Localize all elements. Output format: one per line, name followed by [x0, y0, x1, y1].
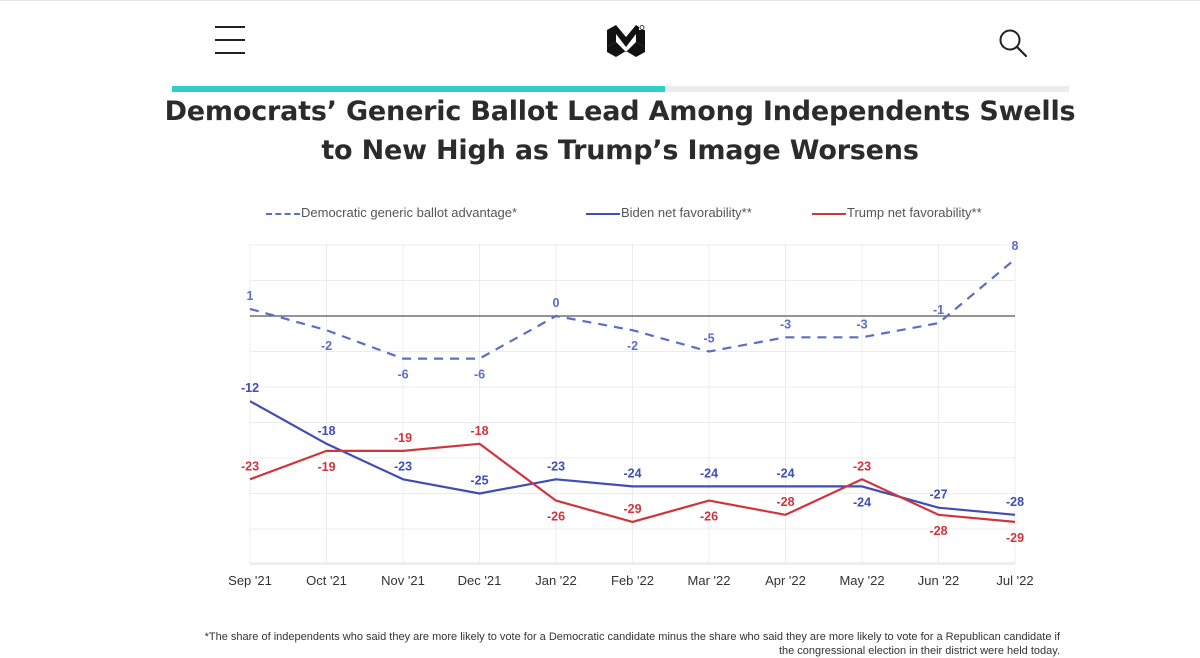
x-tick-label: Dec '21	[458, 573, 502, 588]
data-label-trump: -29	[1006, 531, 1024, 545]
data-label-generic-ballot: -2	[627, 339, 638, 353]
reading-progress-fill	[172, 86, 666, 92]
data-label-trump: -19	[394, 431, 412, 445]
data-label-trump: -28	[929, 524, 947, 538]
data-label-biden: -28	[1006, 495, 1024, 509]
x-tick-label: Jun '22	[918, 573, 960, 588]
data-label-biden: -27	[929, 488, 947, 502]
data-label-biden: -23	[547, 459, 565, 473]
data-label-generic-ballot: -2	[321, 339, 332, 353]
data-label-generic-ballot: -6	[397, 368, 408, 382]
top-divider	[0, 0, 1200, 1]
data-label-trump: -26	[700, 510, 718, 524]
series-line-biden	[249, 400, 1016, 516]
data-label-biden: -12	[241, 381, 259, 395]
data-label-generic-ballot: -3	[780, 317, 791, 331]
x-tick-label: May '22	[839, 573, 884, 588]
data-label-biden: -18	[317, 424, 335, 438]
data-label-biden: -24	[853, 495, 871, 509]
data-label-generic-ballot: -6	[474, 368, 485, 382]
data-label-biden: -24	[776, 466, 794, 480]
x-tick-label: Jul '22	[996, 573, 1033, 588]
series-line-trump	[249, 442, 1016, 524]
data-label-trump: -23	[241, 459, 259, 473]
data-labels: 1-2-6 -60-2-5-3 -3-18-12-18-23-25-23-24 -24…	[241, 239, 1024, 545]
x-tick-label: Nov '21	[381, 573, 425, 588]
legend-swatch-trump	[812, 213, 846, 215]
series-line-generic-ballot	[249, 258, 1016, 360]
data-label-generic-ballot: -1	[933, 303, 944, 317]
legend-swatch-dashed	[266, 213, 300, 215]
chart-grid	[249, 243, 1016, 565]
chart-title: Democrats’ Generic Ballot Lead Among Ind…	[164, 96, 1076, 166]
data-label-generic-ballot: 0	[553, 296, 560, 310]
data-label-biden: -24	[700, 466, 718, 480]
data-label-trump: -28	[776, 495, 794, 509]
data-label-trump: -29	[623, 502, 641, 516]
legend-swatch-biden	[586, 213, 620, 215]
legend-item-trump: Trump net favorability**	[812, 204, 1012, 224]
legend-label-trump: Trump net favorability**	[847, 205, 982, 220]
reading-progress-bar	[172, 86, 1069, 92]
data-label-biden: -25	[470, 474, 488, 488]
data-label-generic-ballot: -3	[856, 317, 867, 331]
data-label-trump: -23	[853, 459, 871, 473]
chart-series	[249, 258, 1016, 524]
data-label-biden: -24	[623, 466, 641, 480]
x-axis-ticks: Sep '21 Oct '21 Nov '21 Dec '21 Jan '22 Feb '…	[228, 573, 1033, 588]
hamburger-menu-icon[interactable]	[215, 24, 245, 56]
x-tick-label: Sep '21	[228, 573, 272, 588]
legend-label-biden: Biden net favorability**	[621, 205, 752, 220]
chart-legend: Democratic generic ballot advantage* Bid…	[0, 204, 1200, 226]
data-label-trump: -18	[470, 424, 488, 438]
x-tick-label: Apr '22	[765, 573, 806, 588]
x-tick-label: Jan '22	[535, 573, 577, 588]
legend-item-biden: Biden net favorability**	[586, 204, 786, 224]
chart-footnote: *The share of independents who said they…	[204, 631, 1060, 657]
legend-item-generic-ballot: Democratic generic ballot advantage*	[266, 204, 546, 224]
x-tick-label: Feb '22	[611, 573, 654, 588]
data-label-generic-ballot: -5	[703, 332, 714, 346]
data-label-biden: -23	[394, 459, 412, 473]
data-label-generic-ballot: 8	[1012, 239, 1019, 253]
magnifier-search-icon[interactable]	[998, 28, 1028, 58]
morning-consult-logo-icon[interactable]	[606, 25, 646, 57]
data-label-trump: -26	[547, 510, 565, 524]
data-label-trump: -19	[317, 460, 335, 474]
legend-label-generic-ballot: Democratic generic ballot advantage*	[301, 205, 518, 220]
x-tick-label: Mar '22	[688, 573, 731, 588]
data-label-generic-ballot: 1	[247, 289, 254, 303]
x-tick-label: Oct '21	[306, 573, 347, 588]
